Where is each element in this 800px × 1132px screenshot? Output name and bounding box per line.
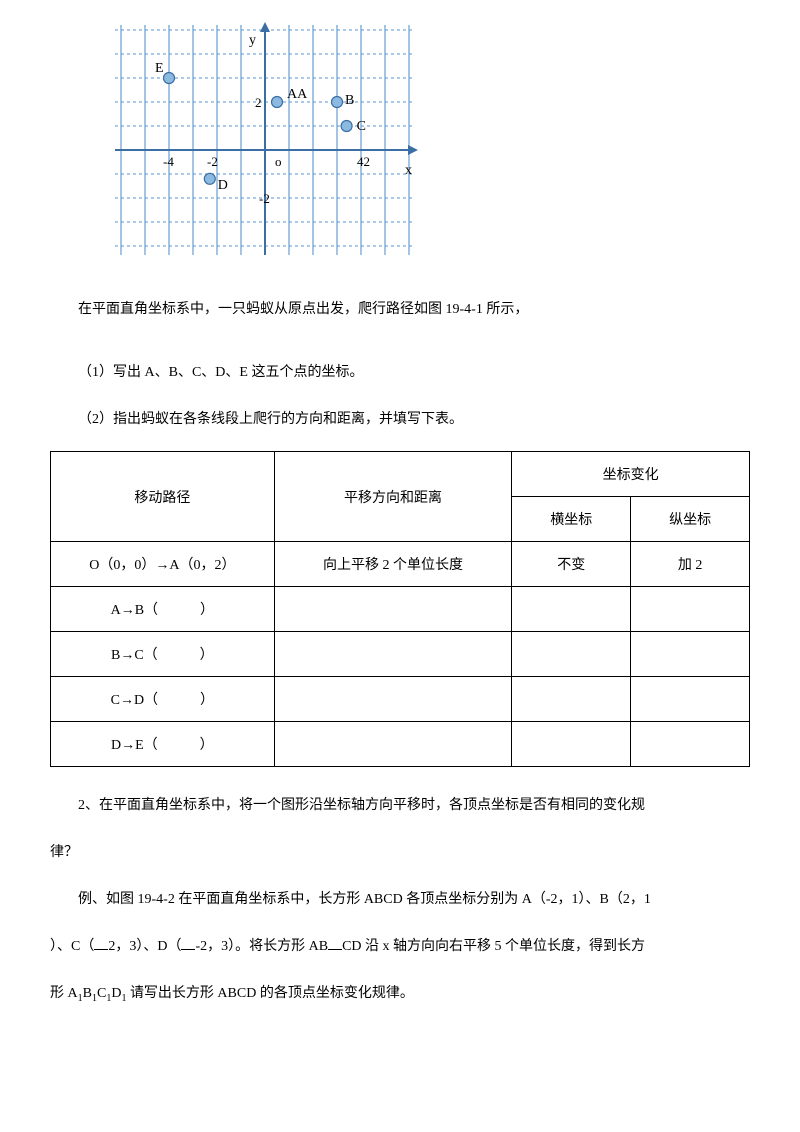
cell-path-4: C→D（ ） xyxy=(51,677,275,722)
ex-b: ）、C（ xyxy=(50,939,94,954)
question-2: （2）指出蚂蚁在各条线段上爬行的方向和距离，并填写下表。 xyxy=(50,405,750,436)
ex-f: 形 A xyxy=(50,986,78,1001)
svg-text:E: E xyxy=(155,61,164,76)
movement-table: 移动路径 平移方向和距离 坐标变化 横坐标 纵坐标 O（0，0）→A（0，2） … xyxy=(50,451,750,767)
cell-y-4 xyxy=(631,677,750,722)
gap-2 xyxy=(181,936,195,950)
cell-path-2: A→B（ ） xyxy=(51,587,275,632)
cell-dir-2 xyxy=(274,587,512,632)
cell-dir-1: 向上平移 2 个单位长度 xyxy=(274,542,512,587)
ex-d: -2，3）。将长方形 AB xyxy=(195,939,328,954)
th-x: 横坐标 xyxy=(512,497,631,542)
coordinate-chart: y x o 2 -2 -2 -4 42 AA BC D E xyxy=(110,20,750,265)
cell-dir-3 xyxy=(274,632,512,677)
svg-text:-2: -2 xyxy=(259,191,270,206)
ex-g: B xyxy=(83,986,92,1001)
svg-text:B: B xyxy=(345,93,354,108)
example-text-3: 形 A1B1C1D1 请写出长方形 ABCD 的各顶点坐标变化规律。 xyxy=(50,979,750,1010)
cell-y-5 xyxy=(631,722,750,767)
ex-j: 请写出长方形 ABCD 的各顶点坐标变化规律。 xyxy=(130,986,414,1001)
cell-y-3 xyxy=(631,632,750,677)
cell-y-1: 加 2 xyxy=(631,542,750,587)
th-y: 纵坐标 xyxy=(631,497,750,542)
cell-x-3 xyxy=(512,632,631,677)
cell-path-1: O（0，0）→A（0，2） xyxy=(51,542,275,587)
svg-text:x: x xyxy=(405,163,412,178)
th-change: 坐标变化 xyxy=(512,452,750,497)
svg-text:C: C xyxy=(357,119,366,134)
example-text: 例、如图 19-4-2 在平面直角坐标系中，长方形 ABCD 各顶点坐标分别为 … xyxy=(50,885,750,916)
table-row: A→B（ ） xyxy=(51,587,750,632)
cell-y-2 xyxy=(631,587,750,632)
ex-e: CD 沿 x 轴方向向右平移 5 个单位长度，得到长方 xyxy=(342,939,645,954)
th-path: 移动路径 xyxy=(51,452,275,542)
cell-dir-5 xyxy=(274,722,512,767)
svg-text:AA: AA xyxy=(287,87,308,102)
sub-d1: 1 xyxy=(121,992,126,1003)
example-text-2: ）、C（ 2，3）、D（ -2，3）。将长方形 AB CD 沿 x 轴方向向右平移 5… xyxy=(50,932,750,963)
ex-i: D xyxy=(111,986,121,1001)
cell-x-4 xyxy=(512,677,631,722)
gap-1 xyxy=(94,936,108,950)
svg-text:-4: -4 xyxy=(163,154,174,169)
ex-a: 例、如图 19-4-2 在平面直角坐标系中，长方形 ABCD 各顶点坐标分别为 … xyxy=(78,892,651,907)
cell-x-5 xyxy=(512,722,631,767)
q2-line2: 律？ xyxy=(50,838,750,869)
cell-x-1: 不变 xyxy=(512,542,631,587)
svg-text:y: y xyxy=(249,33,256,48)
ex-c: 2，3）、D（ xyxy=(108,939,181,954)
table-row: D→E（ ） xyxy=(51,722,750,767)
table-row: O（0，0）→A（0，2） 向上平移 2 个单位长度 不变 加 2 xyxy=(51,542,750,587)
table-row: B→C（ ） xyxy=(51,632,750,677)
svg-text:o: o xyxy=(275,154,282,169)
gap-3 xyxy=(328,936,342,950)
svg-text:D: D xyxy=(218,178,228,193)
q2-line1: 2、在平面直角坐标系中，将一个图形沿坐标轴方向平移时，各顶点坐标是否有相同的变化… xyxy=(78,798,645,813)
svg-text:42: 42 xyxy=(357,154,370,169)
ex-h: C xyxy=(97,986,106,1001)
question-1: （1）写出 A、B、C、D、E 这五个点的坐标。 xyxy=(50,358,750,389)
cell-x-2 xyxy=(512,587,631,632)
cell-path-5: D→E（ ） xyxy=(51,722,275,767)
problem-intro: 在平面直角坐标系中，一只蚂蚁从原点出发，爬行路径如图 19-4-1 所示， xyxy=(50,295,750,326)
cell-dir-4 xyxy=(274,677,512,722)
svg-text:2: 2 xyxy=(255,95,262,110)
table-row: C→D（ ） xyxy=(51,677,750,722)
cell-path-3: B→C（ ） xyxy=(51,632,275,677)
svg-text:-2: -2 xyxy=(207,154,218,169)
th-direction: 平移方向和距离 xyxy=(274,452,512,542)
question-2-text: 2、在平面直角坐标系中，将一个图形沿坐标轴方向平移时，各顶点坐标是否有相同的变化… xyxy=(50,791,750,822)
